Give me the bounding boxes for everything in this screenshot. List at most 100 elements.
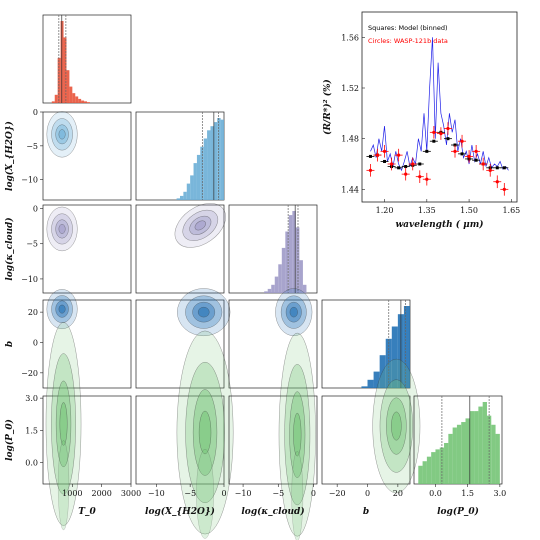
y-tick-label: 0 (33, 108, 38, 117)
histogram-bar (452, 427, 457, 484)
model-bin-square (425, 149, 429, 153)
histogram-bar (87, 102, 90, 103)
panel-3-0 (42, 289, 132, 389)
histogram-bar (81, 100, 85, 103)
histogram-bar (220, 119, 224, 200)
histogram-bar (207, 130, 211, 200)
histogram-bar (292, 211, 296, 293)
data-point (439, 132, 443, 136)
inset-x-tick-label: 1.65 (502, 206, 520, 215)
model-bin-square (418, 162, 422, 166)
x-tick-label: 0 (365, 489, 370, 498)
density-tail (291, 451, 304, 540)
panel-1-0 (42, 111, 132, 201)
x-tick-label: 1000 (62, 489, 82, 498)
x-tick-label: −10 (148, 489, 165, 498)
histogram-bar (285, 231, 289, 293)
histogram-bar (176, 198, 180, 200)
histogram-bar (426, 456, 432, 484)
density-contour (391, 411, 402, 441)
data-point (375, 153, 380, 157)
model-bin-square (495, 166, 499, 170)
histogram-bar (84, 101, 87, 103)
panel-frame (42, 204, 132, 294)
model-bin-square (460, 152, 464, 156)
panel-frame (228, 299, 318, 389)
data-point (397, 153, 401, 157)
data-point (446, 126, 450, 131)
density-contour (198, 410, 212, 455)
data-point (495, 180, 499, 184)
histogram-bar (69, 86, 73, 103)
y-tick-label: −5 (26, 240, 38, 249)
model-bin-square (383, 159, 387, 163)
histogram-bar (278, 264, 282, 293)
histogram-bar (431, 452, 436, 484)
histogram-bar (203, 138, 208, 200)
panel-frame (42, 14, 132, 104)
model-bin-square (397, 166, 401, 170)
panel-4-4 (413, 395, 503, 485)
histogram-bar (180, 195, 184, 200)
histogram-bar (267, 288, 272, 293)
density-contour (58, 304, 66, 314)
model-bin-square (502, 166, 506, 170)
density-contour (293, 412, 302, 457)
x-tick-label: 3000 (121, 489, 141, 498)
y-axis-label: log(X_{H2O}) (4, 121, 15, 191)
data-point (425, 177, 429, 181)
y-tick-label: 0 (33, 205, 38, 214)
inset-x-tick-label: 1.20 (376, 206, 394, 215)
panel-frame (135, 299, 225, 389)
x-axis-label: log(X_{H2O}) (145, 506, 215, 517)
histogram-bar (373, 371, 380, 388)
panel-frame (42, 299, 132, 389)
histogram-bar (271, 284, 275, 293)
panel-1-1 (135, 111, 225, 201)
panel-3-1 (135, 288, 231, 389)
panel-frame (321, 395, 411, 485)
histogram-bar (78, 98, 82, 103)
spectrum-inset: 1.20 1.35 1.50 1.65 1.44 1.48 1.52 1.56 waveleng… (322, 11, 520, 230)
histogram-bar (361, 386, 368, 388)
histogram-bar (274, 276, 279, 293)
y-tick-label: −5 (26, 142, 38, 151)
x-tick-label: −10 (235, 489, 252, 498)
data-point (488, 168, 492, 172)
x-tick-label: 2000 (91, 489, 111, 498)
histogram-bar (367, 379, 374, 388)
histogram-bar (288, 215, 293, 293)
inset-legend-entry: Circles: WASP-121b data (368, 37, 448, 45)
histogram-bar (456, 424, 462, 484)
density-contour (194, 220, 206, 231)
model-bin-square (446, 137, 450, 141)
panel-0-0 (42, 14, 132, 104)
y-tick-label: 0.0 (25, 459, 38, 468)
y-tick-label: −10 (21, 176, 38, 185)
histogram-bar (435, 449, 440, 484)
inset-legend-entry: Squares: Model (binned) (368, 24, 447, 32)
x-axis-label: log(κ_cloud) (241, 506, 304, 517)
inset-x-axis-label: wavelength ( μm) (395, 219, 483, 230)
histogram-bar (302, 284, 307, 293)
inset-y-tick-label: 1.56 (341, 33, 359, 42)
panel-4-3 (321, 358, 421, 494)
panel-2-2 (228, 204, 318, 294)
histogram-bar (491, 424, 496, 484)
density-tail (196, 449, 214, 539)
x-tick-label: 0.0 (429, 489, 442, 498)
panel-frame (228, 395, 318, 485)
panel-frame (42, 111, 132, 201)
model-bin-square (404, 165, 408, 169)
x-tick-label: 0 (221, 489, 226, 498)
panel-frame (42, 395, 132, 485)
histogram-bar (264, 291, 268, 293)
histogram-bar (478, 406, 483, 484)
histogram-bar (193, 163, 197, 200)
density-contour (197, 306, 210, 318)
density-contour (58, 224, 66, 234)
inset-x-tick-label: 1.35 (418, 206, 436, 215)
data-point (481, 162, 485, 166)
data-point (460, 139, 464, 143)
